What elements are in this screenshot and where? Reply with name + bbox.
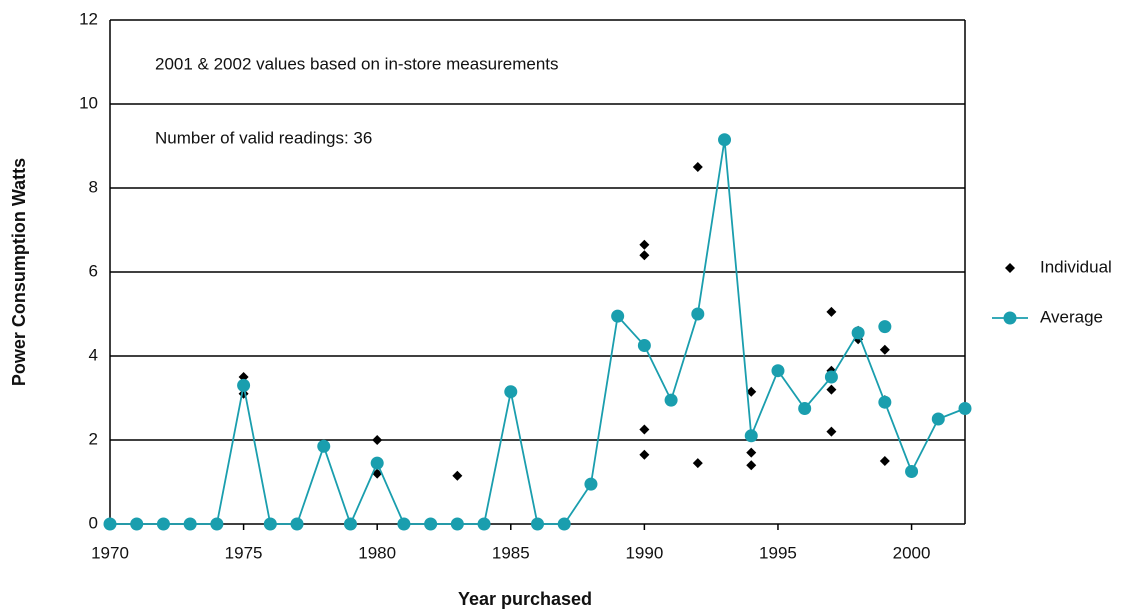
x-tick-label: 1970 (91, 543, 129, 562)
legend-label: Individual (1040, 257, 1112, 276)
average-point (130, 517, 144, 531)
average-point (611, 309, 625, 323)
y-tick-label: 8 (89, 177, 98, 196)
y-tick-label: 0 (89, 513, 98, 532)
y-axis-title: Power Consumption Watts (9, 158, 29, 386)
legend-label: Average (1040, 307, 1103, 326)
average-point (424, 517, 438, 531)
average-point (637, 339, 651, 352)
individual-point (372, 468, 383, 479)
average-point (931, 412, 945, 426)
average-point (450, 517, 464, 531)
individual-point (826, 306, 837, 317)
y-tick-label: 6 (89, 261, 98, 280)
average-point (343, 517, 357, 531)
x-tick-label: 1995 (759, 543, 797, 562)
average-point (397, 517, 411, 531)
x-tick-label: 1985 (492, 543, 530, 562)
individual-point (746, 460, 757, 471)
average-point (156, 517, 170, 531)
x-tick-label: 1975 (225, 543, 263, 562)
individual-point (692, 162, 703, 172)
x-tick-label: 2000 (893, 543, 931, 562)
average-point (798, 402, 812, 415)
individual-point (639, 239, 650, 250)
average-point (370, 456, 384, 470)
average-point (557, 517, 571, 531)
average-point (317, 439, 331, 453)
average-point (824, 370, 838, 384)
individual-point (639, 424, 650, 435)
average-point (744, 429, 758, 443)
average-point (183, 517, 197, 531)
individual-point (826, 384, 837, 395)
average-point (878, 395, 892, 409)
average-line (110, 139, 966, 527)
y-tick-label: 4 (89, 345, 98, 364)
individual-point (746, 386, 757, 397)
individual-point (452, 470, 463, 481)
average-point (103, 517, 117, 531)
individual-point (879, 344, 890, 355)
average-point (691, 307, 705, 321)
average-point (531, 517, 544, 531)
individual-point (639, 250, 650, 261)
individual-point (639, 449, 650, 460)
annotation: Number of valid readings: 36 (155, 128, 372, 147)
average-point (851, 326, 865, 340)
annotation: 2001 & 2002 values based on in-store mea… (155, 54, 559, 73)
individual-point (879, 456, 890, 466)
y-tick-label: 12 (79, 9, 98, 28)
individual-point (372, 435, 383, 445)
average-point (504, 385, 518, 399)
x-axis-title: Year purchased (458, 589, 592, 609)
average-point (263, 517, 277, 531)
y-tick-label: 2 (89, 429, 98, 448)
y-tick-label: 10 (79, 93, 98, 112)
average-point (477, 517, 491, 531)
average-point (290, 517, 304, 531)
individual-point (746, 447, 757, 458)
average-point (664, 393, 678, 407)
average-point (958, 402, 972, 415)
average-point (718, 133, 732, 147)
average-point (237, 378, 251, 392)
individual-point (826, 426, 837, 437)
average-point (878, 320, 892, 334)
legend-marker (1005, 263, 1015, 273)
average-point (210, 517, 224, 531)
average-point (771, 364, 785, 378)
average-point (584, 477, 598, 491)
x-tick-label: 1980 (358, 543, 396, 562)
average-point (905, 465, 919, 478)
individual-point (692, 458, 703, 469)
legend-marker (1003, 311, 1017, 325)
x-tick-label: 1990 (625, 543, 663, 562)
